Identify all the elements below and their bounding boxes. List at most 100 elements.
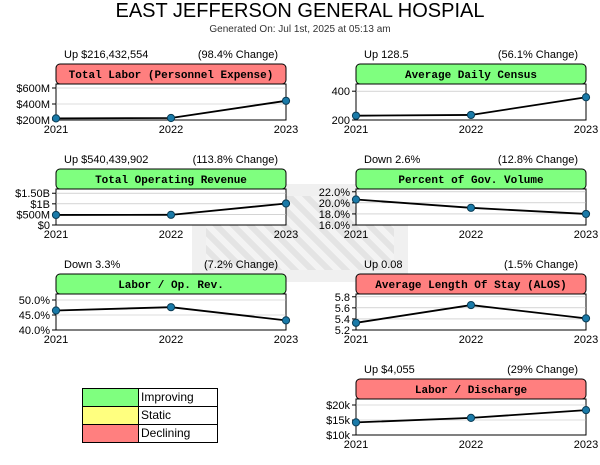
chart-data-point	[351, 195, 361, 204]
chart-data-point	[166, 303, 176, 312]
chart-ytick-label: 400	[332, 86, 350, 98]
chart-pct-label: (98.4% Change)	[198, 49, 278, 61]
chart-xtick-label: 2021	[44, 334, 68, 346]
legend-swatch-improving	[83, 389, 139, 406]
chart-panel-1: Up $216,432,554 (98.4% Change) Total Labor…	[16, 49, 298, 136]
chart-xtick-label: 2021	[44, 124, 68, 136]
legend-label-improving: Improving	[141, 390, 194, 404]
chart-xtick-label: 2021	[44, 229, 68, 241]
chart-title: Average Daily Census	[405, 70, 537, 82]
chart-xtick-label: 2022	[459, 334, 483, 346]
chart-pct-label: (56.1% Change)	[498, 49, 578, 61]
chart-change-label: Up 0.08	[364, 259, 403, 271]
chart-title: Total Labor (Personnel Expense)	[69, 70, 274, 82]
chart-data-point	[281, 316, 291, 325]
chart-ytick-label: 200	[332, 115, 350, 127]
chart-data-point	[281, 96, 291, 105]
legend-declining: Declining	[83, 425, 217, 442]
chart-xtick-label: 2021	[344, 229, 368, 241]
chart-data-point	[351, 111, 361, 120]
chart-change-label: Up 128.5	[364, 49, 409, 61]
chart-xtick-label: 2021	[344, 124, 368, 136]
chart-data-point	[466, 300, 476, 310]
chart-panel-7: Up $4,055 (29% Change) Labor / Discharge $1…	[326, 364, 598, 451]
legend-label-static: Static	[141, 408, 172, 422]
chart-ytick-label: 50.0%	[19, 295, 50, 307]
chart-ytick-label: 22.0%	[319, 187, 350, 199]
chart-data-point	[581, 209, 591, 219]
chart-xtick-label: 2021	[344, 439, 368, 451]
chart-data-point	[466, 413, 476, 422]
chart-ytick-label: 5.6	[335, 303, 350, 315]
chart-ytick-label: $500M	[16, 209, 50, 221]
chart-ytick-label: 5.4	[335, 314, 350, 326]
chart-pct-label: (1.5% Change)	[504, 259, 578, 271]
chart-xtick-label: 2021	[344, 334, 368, 346]
chart-data-point	[466, 203, 476, 212]
chart-panel-3: Up $540,439,902 (113.8% Change) Total Oper…	[15, 154, 298, 241]
chart-data-point	[466, 110, 476, 120]
chart-change-label: Up $4,055	[364, 364, 415, 376]
chart-xtick-label: 2022	[459, 229, 483, 241]
chart-title: Labor / Discharge	[415, 385, 528, 397]
chart-ytick-label: $0	[38, 220, 50, 232]
chart-panel-4: Down 2.6% (12.8% Change) Percent of Gov. V…	[319, 154, 598, 241]
chart-xtick-label: 2022	[159, 334, 183, 346]
chart-xtick-label: 2022	[159, 229, 183, 241]
chart-data-point	[166, 210, 176, 219]
chart-data-point	[581, 406, 591, 415]
legend-static: Static	[83, 407, 217, 425]
legend-swatch-declining	[83, 425, 139, 442]
chart-ytick-label: $400M	[16, 99, 50, 111]
chart-plot-area	[355, 293, 587, 331]
chart-ytick-label: $1B	[30, 199, 50, 211]
chart-ytick-label: 16.0%	[319, 220, 350, 232]
chart-pct-label: (12.8% Change)	[498, 154, 578, 166]
chart-ytick-label: $1.50B	[15, 188, 50, 200]
chart-ytick-label: $200M	[16, 115, 50, 127]
chart-data-point	[581, 314, 591, 323]
chart-ytick-label: $10k	[326, 430, 350, 442]
chart-ytick-label: 40.0%	[19, 325, 50, 337]
chart-xtick-label: 2022	[459, 124, 483, 136]
status-legend: Improving Static Declining	[82, 388, 218, 443]
chart-change-label: Down 3.3%	[64, 259, 120, 271]
chart-panel-5: Down 3.3% (7.2% Change) Labor / Op. Rev. 40…	[19, 259, 298, 346]
chart-title: Total Operating Revenue	[95, 175, 247, 187]
chart-xtick-label: 2023	[274, 229, 298, 241]
chart-ytick-label: $15k	[326, 415, 350, 427]
chart-title: Labor / Op. Rev.	[118, 280, 224, 292]
chart-title: Average Length Of Stay (ALOS)	[375, 280, 566, 292]
chart-xtick-label: 2023	[574, 334, 598, 346]
chart-data-point	[51, 306, 61, 315]
chart-ytick-label: 5.2	[335, 325, 350, 337]
chart-xtick-label: 2022	[159, 124, 183, 136]
chart-data-point	[351, 418, 361, 427]
chart-change-label: Up $216,432,554	[64, 49, 148, 61]
chart-pct-label: (113.8% Change)	[193, 154, 278, 166]
legend-swatch-static	[83, 407, 139, 424]
chart-pct-label: (29% Change)	[507, 364, 578, 376]
page-title: EAST JEFFERSON GENERAL HOSPIAL	[115, 0, 485, 22]
chart-ytick-label: $20k	[326, 400, 350, 412]
chart-ytick-label: 20.0%	[319, 198, 350, 210]
legend-label-declining: Declining	[141, 426, 191, 440]
chart-xtick-label: 2023	[274, 334, 298, 346]
chart-plot-area	[55, 293, 287, 331]
chart-data-point	[166, 113, 176, 123]
chart-ytick-label: 45.0%	[19, 310, 50, 322]
chart-data-point	[581, 93, 591, 102]
chart-ytick-label: 18.0%	[319, 209, 350, 221]
chart-pct-label: (7.2% Change)	[204, 259, 278, 271]
chart-change-label: Down 2.6%	[364, 154, 420, 166]
chart-xtick-label: 2023	[574, 124, 598, 136]
chart-data-point	[281, 199, 291, 208]
chart-xtick-label: 2023	[574, 229, 598, 241]
chart-data-point	[351, 318, 361, 327]
chart-change-label: Up $540,439,902	[64, 154, 148, 166]
chart-data-point	[51, 210, 61, 220]
chart-xtick-label: 2023	[274, 124, 298, 136]
chart-data-point	[51, 114, 61, 123]
chart-ytick-label: 5.8	[335, 292, 350, 304]
